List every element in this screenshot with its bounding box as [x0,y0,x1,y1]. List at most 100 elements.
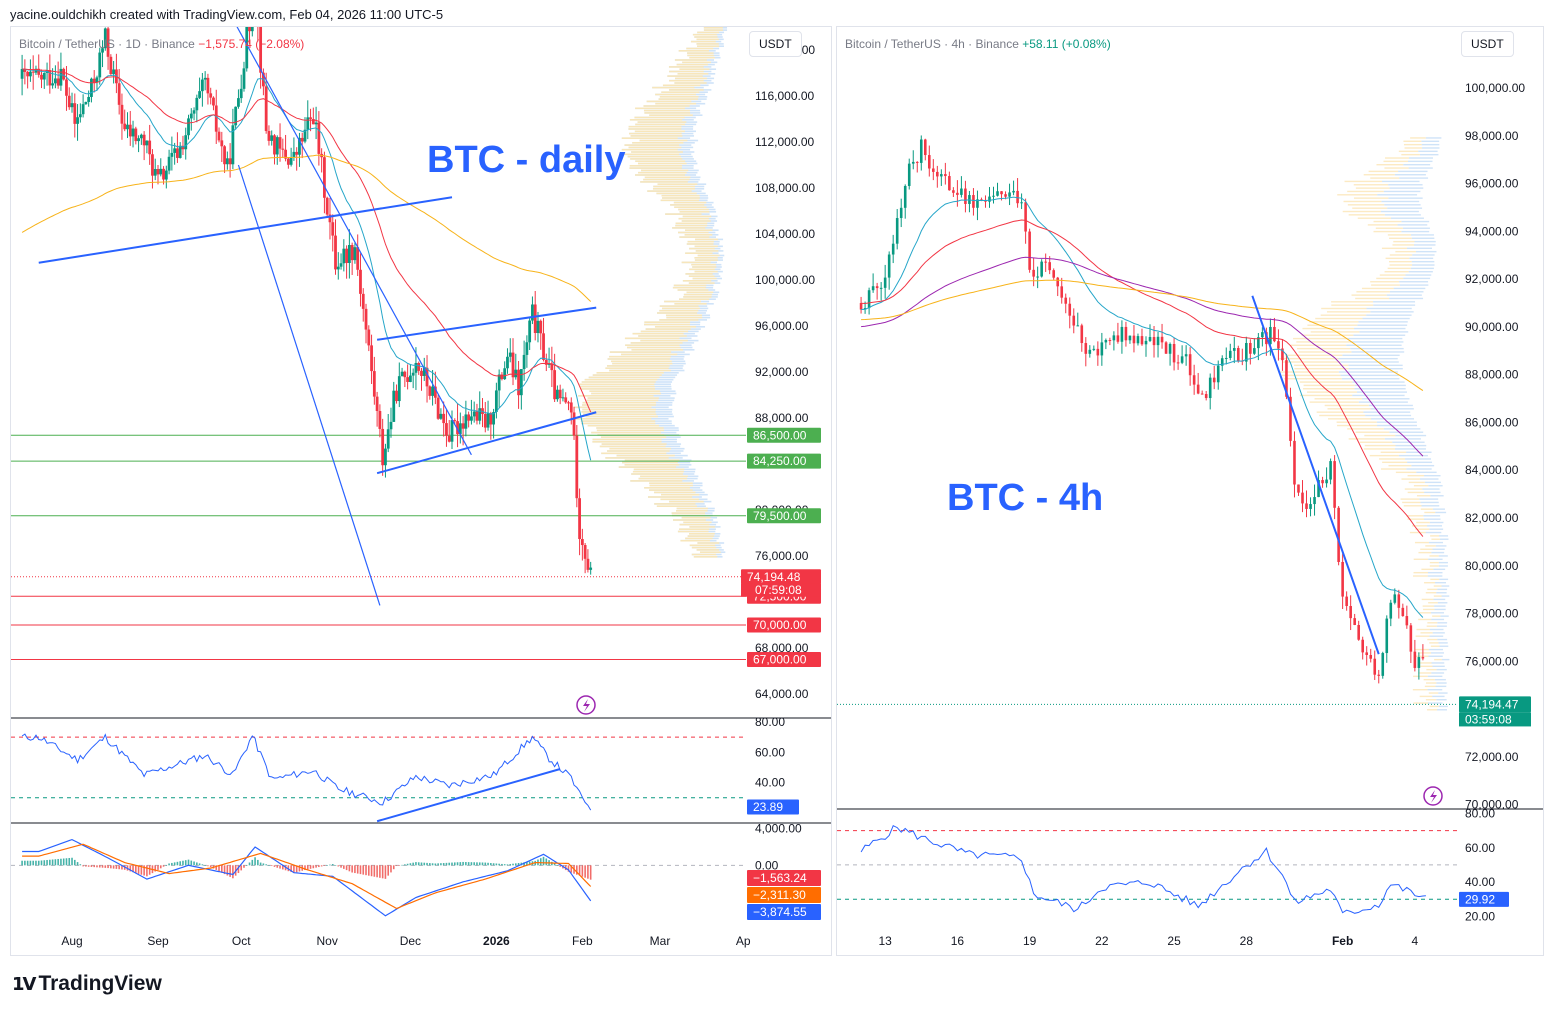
candle-body [220,140,224,147]
macd-hist-bar [395,865,398,866]
volume-bar [1379,458,1406,460]
candle-body [911,161,915,164]
macd-hist-bar [87,865,90,867]
candle-body [536,320,540,334]
macd-hist-bar [434,863,437,866]
macd-hist-bar [68,857,71,866]
volume-bar [1361,287,1394,290]
macd-hist-bar [204,865,206,866]
candle-body [428,386,432,396]
macd-hist-bar [248,862,251,866]
macd-hist-bar [104,865,107,868]
candle-body [417,362,421,371]
candle-body [137,138,140,142]
daily-candles [20,27,593,575]
volume-bar [1408,481,1425,484]
candle-body [425,367,429,387]
volume-bar [1382,180,1420,183]
lightning-icon-bolt [1430,790,1437,803]
daily-currency-button[interactable]: USDT [749,31,802,57]
volume-bar [646,100,692,103]
candle-body [181,145,185,150]
volume-bar [652,86,695,89]
volume-bar [661,91,700,93]
candle-body [178,145,182,158]
macd-hist-bar [559,865,561,867]
daily-chart-canvas[interactable]: 120,000.00116,000.00112,000.00108,000.00… [11,27,831,955]
candle-body [23,68,27,72]
candle-body [1020,202,1023,204]
candle-body [478,408,482,421]
countdown-tag: 07:59:08 [755,583,802,597]
volume-bar [1389,264,1413,266]
daily-chart-panel[interactable]: 120,000.00116,000.00112,000.00108,000.00… [10,26,832,956]
volume-bar [584,378,658,381]
macd-hist-bar [376,865,378,878]
volume-bar [691,263,716,266]
volume-bar [1383,190,1421,193]
h4-chart-panel[interactable]: 100,000.00 98,000.00 96,000.00 94,000.00 92,… [836,26,1544,956]
volume-bar [681,261,711,264]
volume-bar [649,114,693,116]
ema-50-line [861,219,1424,537]
volume-bar [1355,187,1390,189]
candle-body [1305,503,1308,509]
macd-hist-bar [257,859,259,866]
rsi-trendline [376,768,561,823]
candle-body [486,413,490,428]
volume-bar [1375,227,1403,229]
tradingview-logo[interactable]: 𝟭𝗩 TradingView [12,972,162,996]
volume-bar [629,119,683,121]
volume-bar [1428,558,1443,560]
macd-hist-bar [209,865,212,868]
time-tick: 13 [878,934,892,948]
volume-bar [1387,267,1411,270]
time-tick: Feb [572,934,593,948]
macd-signal-line [22,843,592,910]
time-tick: Dec [400,934,421,948]
volume-bar [1340,361,1399,363]
volume-bar [1425,137,1442,139]
volume-bar [1415,648,1430,651]
candle-body [980,199,983,201]
h4-currency-button[interactable]: USDT [1461,31,1514,57]
volume-bar [1427,675,1443,678]
candle-body [555,389,559,400]
candle-body [903,185,907,208]
volume-bar [634,116,685,119]
candle-body [275,137,279,155]
volume-bar [1309,321,1359,323]
candle-body [1281,348,1284,361]
macd-hist-bar [40,860,43,866]
volume-bar [635,174,685,176]
volume-bar [697,31,720,34]
candle-body [106,28,110,57]
volume-bar [609,369,671,372]
volume-bar [1441,585,1450,587]
macd-hist-bar [448,862,451,866]
candle-body [586,558,590,570]
volume-bar [631,473,683,475]
volume-bar [665,314,702,317]
candle-body [871,286,875,291]
candle-body [26,71,30,77]
volume-bar [625,344,680,346]
volume-bar [1389,237,1412,239]
volume-bar [1343,200,1382,203]
macd-hist-bar [487,862,489,866]
volume-bar [1377,424,1418,427]
volume-bar [1382,461,1408,464]
macd-hist-bar [451,862,453,866]
volume-bar [1399,281,1429,283]
candle-body [517,369,520,396]
candle-body [408,375,412,382]
volume-bar [640,181,688,183]
volume-bar [1395,444,1427,447]
volume-bar [1384,438,1421,440]
volume-bar [1403,505,1422,507]
volume-bar [1384,157,1409,159]
volume-bar [691,553,717,556]
h4-chart-canvas[interactable]: 100,000.00 98,000.00 96,000.00 94,000.00 92,… [837,27,1543,955]
macd-hist-bar [54,859,57,866]
macd-hist-bar [282,865,284,870]
